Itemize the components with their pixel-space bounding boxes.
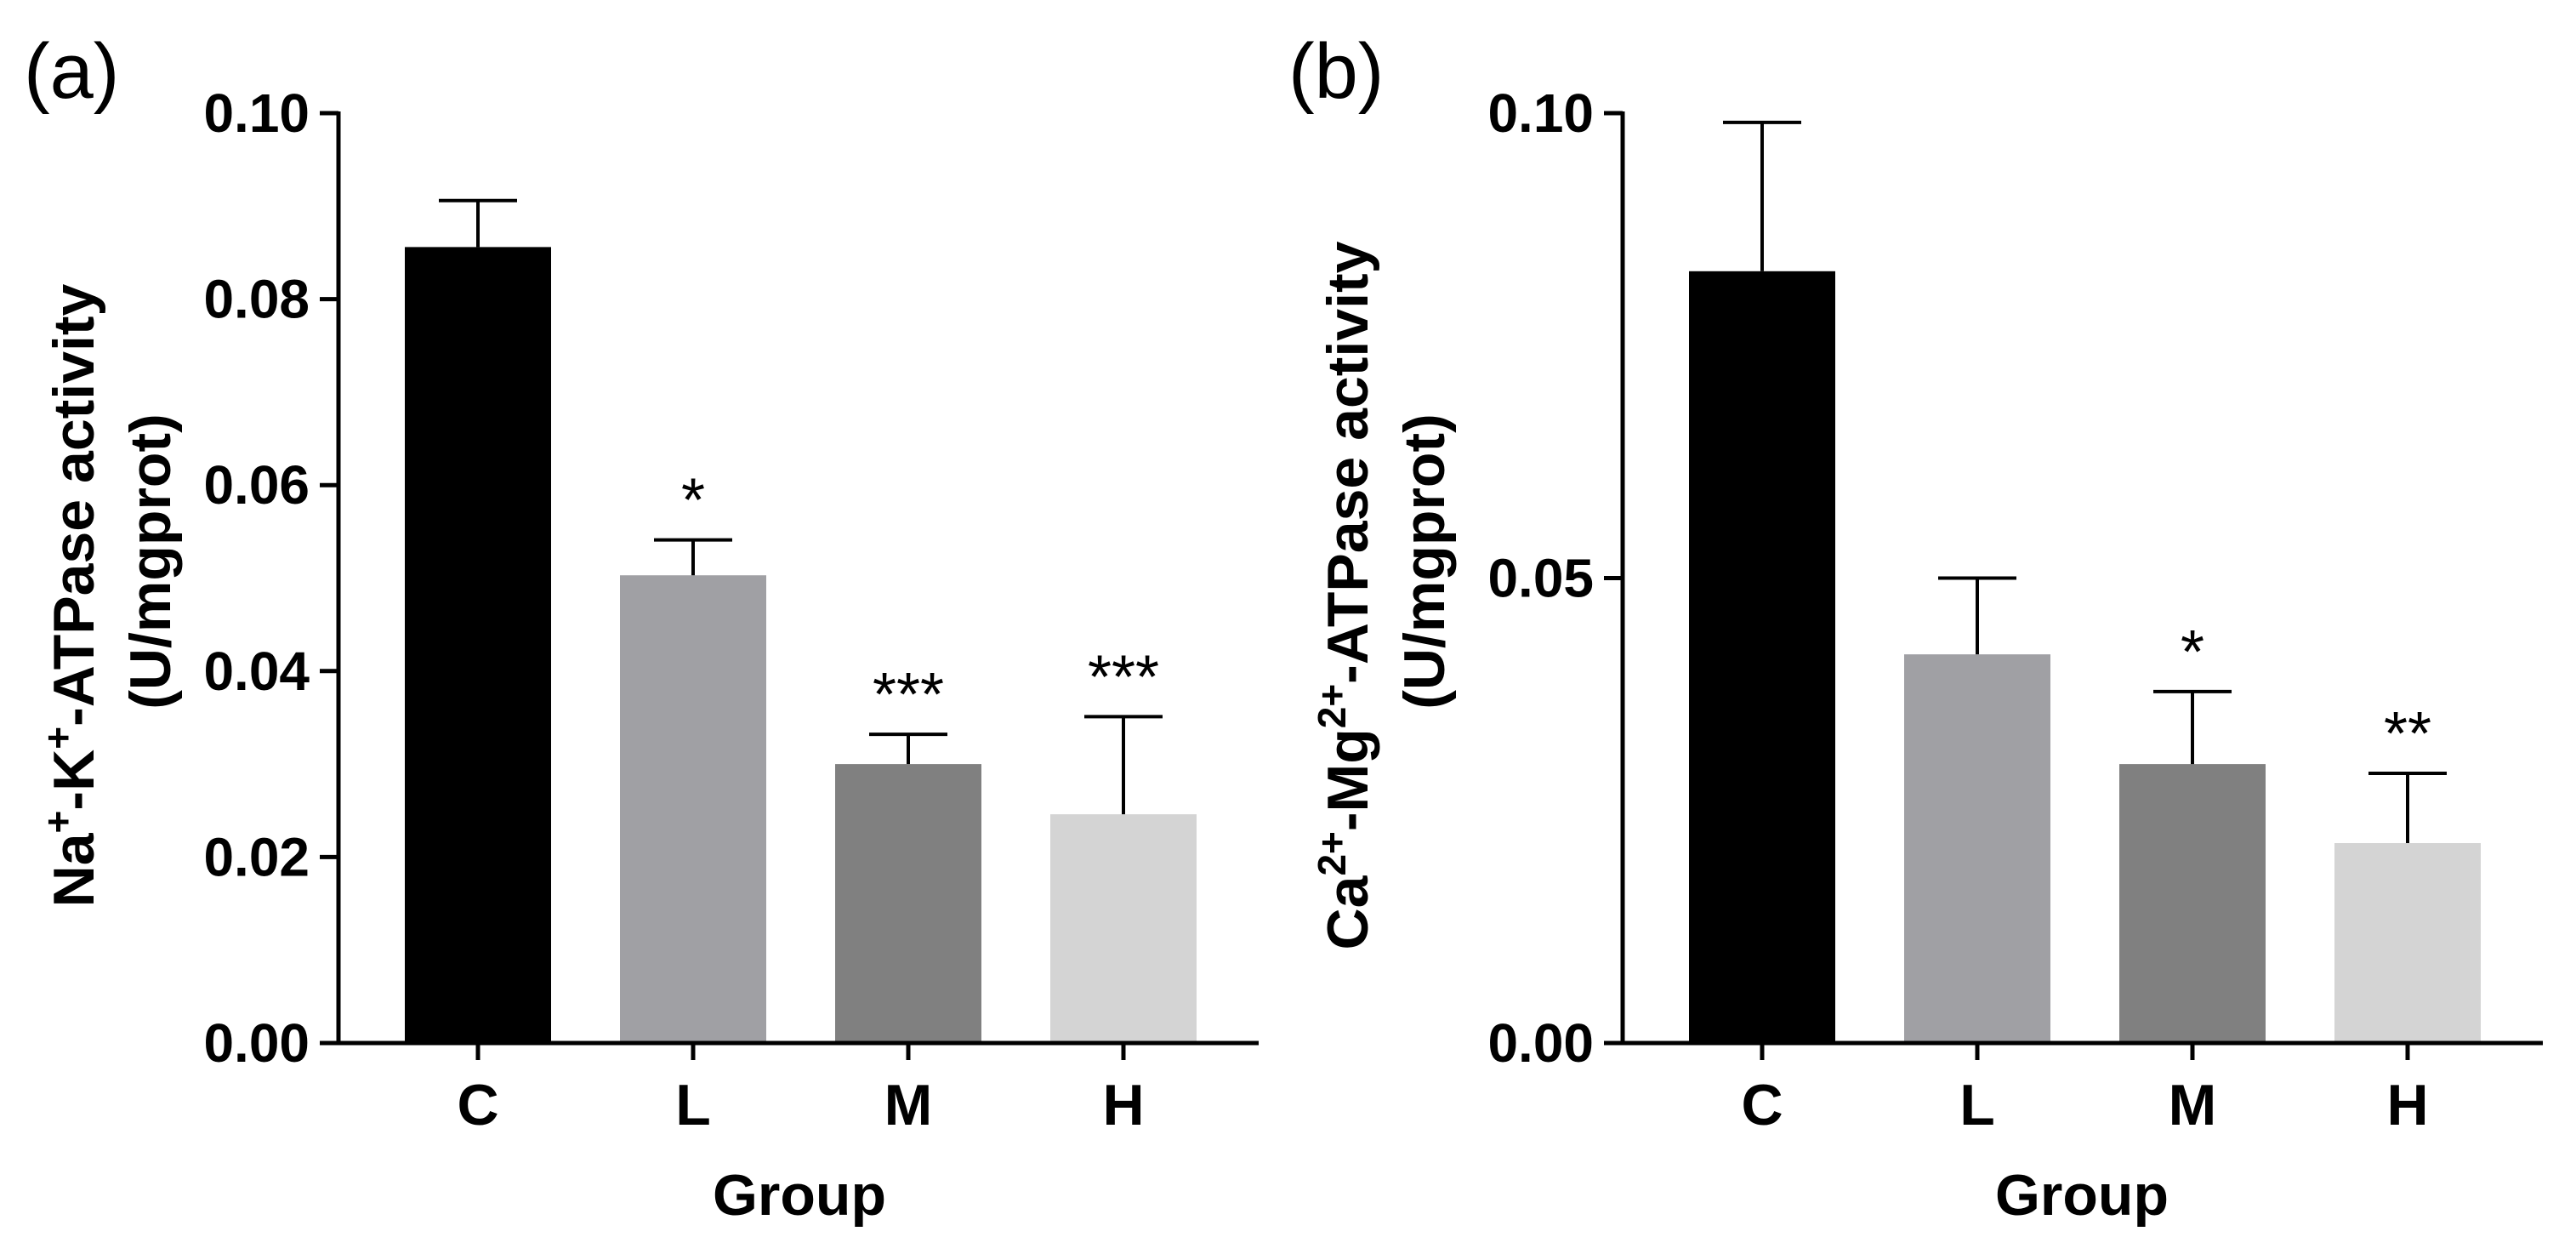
panel-b-significance-M: *	[2181, 618, 2204, 687]
panel-a-y-tick-label: 0.00	[203, 1012, 310, 1074]
panel-b-x-tick-label-C: C	[1741, 1073, 1783, 1137]
panel-b-x-tick-label-M: M	[2169, 1073, 2217, 1137]
panel-a-significance-L: *	[681, 467, 705, 535]
panel-b-bar-C	[1689, 271, 1835, 1043]
panel-a-y-tick-label: 0.02	[203, 826, 310, 887]
panel-a-label: (a)	[24, 28, 119, 115]
panel-a-x-tick-label-C: C	[457, 1073, 498, 1137]
panel-a-bar-H	[1050, 814, 1197, 1043]
panel-a-y-tick-label: 0.10	[203, 83, 310, 144]
panel-a-significance-M: ***	[873, 661, 944, 729]
panel-a-bar-L	[620, 575, 766, 1043]
panel-a-bar-M	[835, 764, 981, 1043]
panel-a-x-axis-title: Group	[713, 1163, 886, 1228]
panel-b-bar-H	[2334, 843, 2481, 1043]
panel-a-y-axis-title-line1: Na+-K+-ATPase activity	[36, 283, 106, 907]
panel-a-x-tick-label-M: M	[884, 1073, 933, 1137]
panel-b-x-tick-label-H: H	[2386, 1073, 2428, 1137]
panel-b-bar-M	[2119, 764, 2266, 1043]
panel-b-x-tick-label-L: L	[1959, 1073, 1995, 1137]
panel-b: (b) Ca2+-Mg2+-ATPase activity (U/mgprot)…	[1288, 28, 2543, 1228]
panel-a-x-tick-label-L: L	[675, 1073, 711, 1137]
panel-a-y-axis-title-line2: (U/mgprot)	[118, 413, 183, 709]
panel-b-x-axis-title: Group	[1995, 1163, 2169, 1228]
panel-b-bar-L	[1904, 654, 2050, 1043]
panel-a-x-tick-label-H: H	[1102, 1073, 1144, 1137]
panel-b-significance-H: **	[2384, 700, 2431, 768]
panel-a-significance-H: ***	[1088, 643, 1159, 711]
panel-b-y-axis-title-line1: Ca2+-Mg2+-ATPase activity	[1310, 241, 1380, 949]
panel-b-y-axis-title-line2: (U/mgprot)	[1392, 413, 1457, 709]
panel-a-y-tick-label: 0.08	[203, 269, 310, 330]
panel-b-plot-area: C L * M ** H 0.00 0.05 0.10	[1487, 83, 2543, 1137]
panel-a-y-tick-label: 0.04	[203, 641, 310, 702]
panel-b-label: (b)	[1288, 28, 1384, 115]
panel-a-plot-area: C * L *** M *** H 0.00 0.02 0.04 0.06 0.08 0.10	[203, 83, 1259, 1137]
panel-b-y-tick-label: 0.05	[1487, 548, 1594, 609]
panel-a: (a) Na+-K+-ATPase activity (U/mgprot) Gr…	[24, 28, 1259, 1228]
panel-b-y-tick-label: 0.00	[1487, 1012, 1594, 1074]
panel-a-y-tick-label: 0.06	[203, 454, 310, 516]
panel-a-bar-C	[405, 247, 551, 1044]
panel-b-y-tick-label: 0.10	[1487, 83, 1594, 144]
